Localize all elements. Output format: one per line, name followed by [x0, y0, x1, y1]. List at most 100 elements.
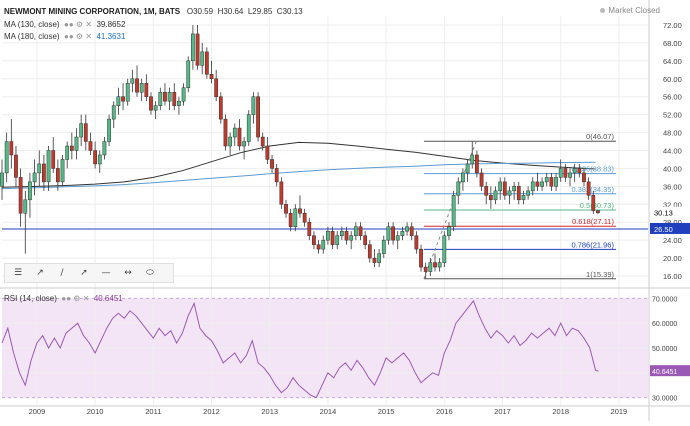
- candle: [51, 150, 56, 169]
- candle: [32, 172, 37, 183]
- candle: [475, 154, 479, 174]
- candle: [260, 136, 265, 147]
- y-tick-label-48.00: 48.00: [663, 129, 682, 138]
- candle: [530, 181, 535, 192]
- last-price-tag-bg: [650, 206, 690, 218]
- candle: [65, 145, 70, 160]
- candle: [270, 159, 274, 169]
- range-icon[interactable]: ↔: [124, 268, 132, 278]
- rsi-tick-label-50.0000: 50.0000: [652, 346, 677, 353]
- candle: [572, 168, 577, 174]
- candle: [502, 181, 507, 196]
- candle: [381, 239, 386, 254]
- ohlc-low: L29.85: [246, 7, 273, 16]
- x-tick-label-2016: 2016: [436, 407, 453, 416]
- candle: [386, 226, 391, 241]
- fib-label-0.236: 0.236(38.83): [571, 165, 614, 174]
- candle: [251, 96, 256, 115]
- candle: [423, 266, 428, 272]
- candle: [493, 190, 498, 201]
- ohlc-close-value: 30.13: [282, 7, 303, 16]
- candle: [377, 253, 382, 263]
- x-tick-label-2018: 2018: [552, 407, 569, 416]
- ma180-label: MA (180, close): [4, 32, 60, 41]
- candle: [209, 74, 214, 80]
- ohlc-low-value: 29.85: [252, 7, 273, 16]
- y-tick-label-20.00: 20.00: [663, 254, 682, 263]
- ray-icon[interactable]: ➚: [80, 268, 88, 278]
- trend-icon[interactable]: ↗: [36, 268, 44, 278]
- rsi-tick-label-30.0000: 30.0000: [652, 396, 677, 403]
- candle: [163, 91, 167, 102]
- candle: [46, 150, 51, 183]
- candle: [367, 244, 372, 259]
- y-tick-label-64.00: 64.00: [663, 57, 682, 66]
- candle: [79, 123, 84, 138]
- x-tick-label-2009: 2009: [29, 407, 46, 416]
- candle: [461, 172, 465, 183]
- drawing-toolbar: ☰ ↗ ∕ ➚ — ↔ ⬭: [4, 263, 174, 283]
- candle: [535, 181, 540, 187]
- line-icon[interactable]: ∕: [60, 268, 64, 278]
- fib-label-0.5: 0.5(30.73): [580, 201, 615, 210]
- ellipse-icon[interactable]: ⬭: [146, 268, 154, 278]
- ma180-legend[interactable]: MA (180, close) ●● ⚙ ✕ 41.3631: [4, 32, 125, 41]
- candle: [177, 100, 181, 106]
- ma180-settings-icon[interactable]: ●● ⚙ ✕: [61, 32, 95, 41]
- rsi-last-tag: 40.6451: [652, 369, 677, 376]
- candle: [144, 83, 149, 97]
- ma130-legend[interactable]: MA (130, close) ●● ⚙ ✕ 39.8652: [4, 20, 125, 29]
- candle: [9, 141, 14, 156]
- ohlc-high-value: 30.64: [223, 7, 244, 16]
- rsi-legend[interactable]: RSI (14, close) ●● ⚙ ✕ 40.6451: [4, 294, 123, 303]
- market-status-text: Market Closed: [608, 6, 660, 15]
- candle: [549, 177, 554, 187]
- level-price-tag: 26.50: [654, 225, 673, 234]
- y-tick-label-68.00: 68.00: [663, 39, 682, 48]
- ma130-label: MA (130, close): [4, 20, 60, 29]
- candle: [419, 248, 423, 268]
- candle: [139, 83, 144, 93]
- candle: [428, 262, 433, 272]
- ma130-settings-icon[interactable]: ●● ⚙ ✕: [61, 20, 95, 29]
- ma180-value: 41.3631: [96, 32, 126, 41]
- x-tick-label-2015: 2015: [378, 407, 395, 416]
- ma130-line: [1, 141, 596, 188]
- candle: [246, 114, 251, 142]
- y-tick-label-52.00: 52.00: [663, 111, 682, 120]
- candle: [181, 87, 186, 102]
- symbol-title[interactable]: NEWMONT MINING CORPORATION, 1M, BATS: [4, 7, 181, 16]
- candle: [116, 96, 121, 106]
- ohlc-high: H30.64: [215, 7, 244, 16]
- candle: [456, 181, 461, 196]
- horizontal-line-icon[interactable]: —: [101, 268, 111, 278]
- candle: [498, 181, 503, 192]
- y-tick-label-60.00: 60.00: [663, 75, 682, 84]
- candle: [130, 78, 135, 84]
- candle: [237, 127, 242, 147]
- y-tick-label-44.00: 44.00: [663, 147, 682, 156]
- candle: [540, 181, 544, 187]
- ohlc-open-key: O: [186, 7, 194, 16]
- candle: [512, 186, 517, 192]
- candle: [232, 127, 237, 138]
- candle: [451, 195, 456, 227]
- x-tick-label-2011: 2011: [145, 407, 161, 416]
- rsi-tick-label-60.0000: 60.0000: [652, 321, 677, 328]
- x-tick-label-2010: 2010: [87, 407, 104, 416]
- candle: [316, 244, 321, 250]
- candle: [391, 226, 395, 241]
- x-tick-label-2013: 2013: [261, 407, 278, 416]
- y-tick-label-24.00: 24.00: [663, 236, 682, 245]
- bars-icon[interactable]: ☰: [13, 268, 23, 278]
- candle: [302, 213, 307, 223]
- candle: [465, 163, 470, 174]
- candle: [83, 123, 88, 142]
- last-price-tag: 30.13: [654, 209, 673, 218]
- rsi-tick-label-70.0000: 70.0000: [652, 296, 677, 303]
- rsi-settings-icon[interactable]: ●● ⚙ ✕: [59, 294, 92, 303]
- candle: [4, 141, 9, 174]
- candle: [353, 226, 358, 236]
